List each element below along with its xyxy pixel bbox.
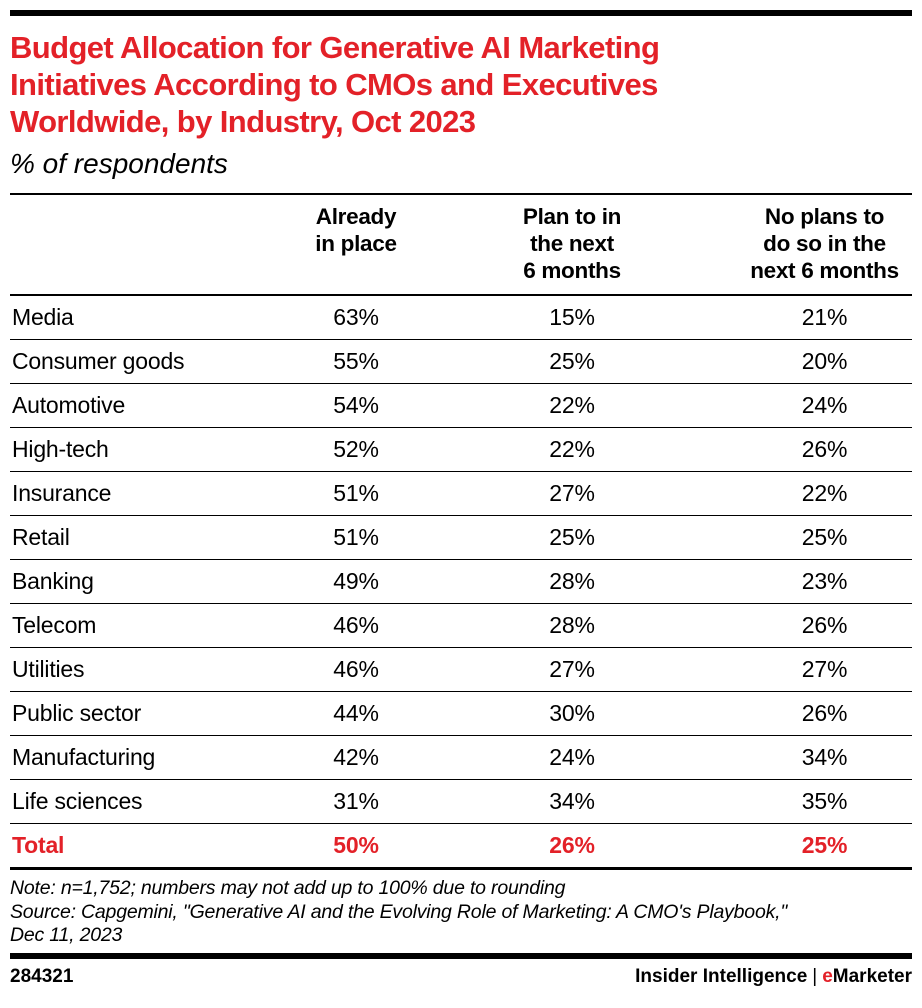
row-value: 46% [333,612,379,638]
row-label: Automotive [12,392,126,418]
brand-logos: Insider Intelligence | eMarketer [635,966,912,988]
row-value: 55% [333,348,379,374]
row-value: 51% [333,480,379,506]
row-value: 25% [549,524,595,550]
table-row: Public sector 44% 30% 26% [10,692,912,736]
brand-separator: | [812,965,818,987]
chart-id: 284321 [10,965,74,987]
total-section: Total 50% 26% 25% [10,824,912,869]
header-no-plans: No plans to do so in the next 6 months [750,204,899,283]
row-value: 20% [801,348,848,374]
emarketer-logo: eMarketer [822,966,912,987]
table-row: Banking 49% 28% 23% [10,560,912,604]
row-value: 28% [549,612,595,638]
industry-rows: Media 63% 15% 21% Consumer goods 55% 25%… [10,295,912,824]
row-value: 26% [801,700,848,726]
row-value: 51% [333,524,379,550]
row-value: 28% [549,568,595,594]
row-value: 22% [549,436,595,462]
row-label: Telecom [12,612,97,638]
header-already-in-place: Already in place [315,204,397,256]
footer-rule [10,952,912,959]
table-row: Telecom 46% 28% 26% [10,604,912,648]
total-value: 50% [333,832,379,858]
chart-title: Budget Allocation for Generative AI Mark… [10,30,660,139]
total-value: 25% [801,832,848,858]
row-value: 22% [549,392,595,418]
header-industry-blank [10,194,250,295]
note-and-source: Note: n=1,752; numbers may not add up to… [10,877,788,946]
chart-subtitle: % of respondents [10,148,228,179]
table-row: High-tech 52% 22% 26% [10,428,912,472]
top-rule [10,10,912,16]
row-value: 34% [549,788,595,814]
row-value: 49% [333,568,379,594]
insider-intelligence-logo: Insider Intelligence [635,965,808,987]
total-row: Total 50% 26% 25% [10,824,912,869]
table-row: Insurance 51% 27% 22% [10,472,912,516]
row-label: Utilities [12,656,85,682]
row-label: Consumer goods [12,348,185,374]
table-row: Media 63% 15% 21% [10,295,912,340]
row-value: 27% [801,656,848,682]
row-value: 27% [549,480,595,506]
row-label: Insurance [12,480,112,506]
row-value: 31% [333,788,379,814]
emarketer-e: e [822,965,833,987]
table-row: Life sciences 31% 34% 35% [10,780,912,824]
table-row: Automotive 54% 22% 24% [10,384,912,428]
row-value: 15% [549,304,595,330]
emarketer-rest: Marketer [832,965,912,987]
row-value: 24% [801,392,848,418]
data-table: Already in place Plan to in the next 6 m… [10,193,912,870]
row-value: 26% [801,436,848,462]
footer: 284321 Insider Intelligence | eMarketer [10,966,912,988]
table-row: Retail 51% 25% 25% [10,516,912,560]
row-value: 46% [333,656,379,682]
row-value: 30% [549,700,595,726]
row-label: Life sciences [12,788,143,814]
header-row: Already in place Plan to in the next 6 m… [10,194,912,295]
row-value: 34% [801,744,848,770]
row-label: Banking [12,568,94,594]
total-value: 26% [549,832,595,858]
row-label: Public sector [12,700,142,726]
table-row: Consumer goods 55% 25% 20% [10,340,912,384]
row-value: 23% [801,568,848,594]
row-label: Media [12,304,74,330]
row-value: 42% [333,744,379,770]
row-value: 54% [333,392,379,418]
table-row: Utilities 46% 27% 27% [10,648,912,692]
row-value: 22% [801,480,848,506]
table-header: Already in place Plan to in the next 6 m… [10,194,912,295]
row-label: High-tech [12,436,109,462]
total-label: Total [12,832,65,858]
row-value: 35% [801,788,848,814]
row-label: Manufacturing [12,744,156,770]
row-label: Retail [12,524,70,550]
row-value: 24% [549,744,595,770]
header-plan-next-6-months: Plan to in the next 6 months [522,204,622,283]
row-value: 27% [549,656,595,682]
row-value: 44% [333,700,379,726]
table-row: Manufacturing 42% 24% 34% [10,736,912,780]
row-value: 26% [801,612,848,638]
row-value: 25% [801,524,848,550]
row-value: 25% [549,348,595,374]
row-value: 21% [801,304,848,330]
row-value: 52% [333,436,379,462]
row-value: 63% [333,304,379,330]
